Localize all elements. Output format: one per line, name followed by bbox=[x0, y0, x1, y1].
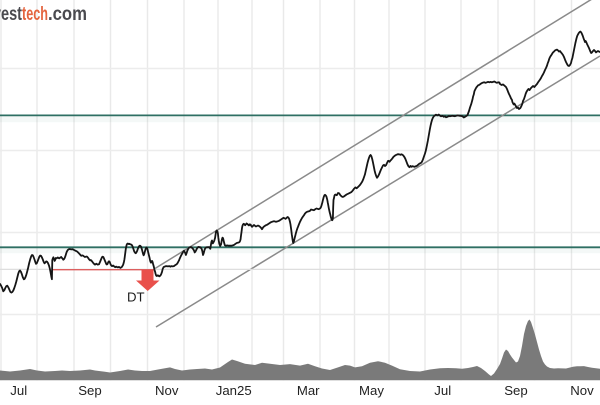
svg-text:Jan25: Jan25 bbox=[216, 383, 252, 398]
svg-text:Sep: Sep bbox=[78, 383, 101, 398]
svg-text:Mar: Mar bbox=[297, 383, 320, 398]
svg-text:DT: DT bbox=[127, 290, 145, 305]
svg-text:Invest: Invest bbox=[0, 4, 23, 25]
svg-text:May: May bbox=[359, 383, 384, 398]
svg-text:tech: tech bbox=[22, 4, 48, 25]
svg-text:Sep: Sep bbox=[504, 383, 527, 398]
svg-text:Jul: Jul bbox=[10, 383, 27, 398]
svg-text:Nov: Nov bbox=[570, 383, 594, 398]
svg-text:.com: .com bbox=[48, 4, 87, 25]
svg-text:Nov: Nov bbox=[155, 383, 179, 398]
svg-text:Jul: Jul bbox=[434, 383, 451, 398]
